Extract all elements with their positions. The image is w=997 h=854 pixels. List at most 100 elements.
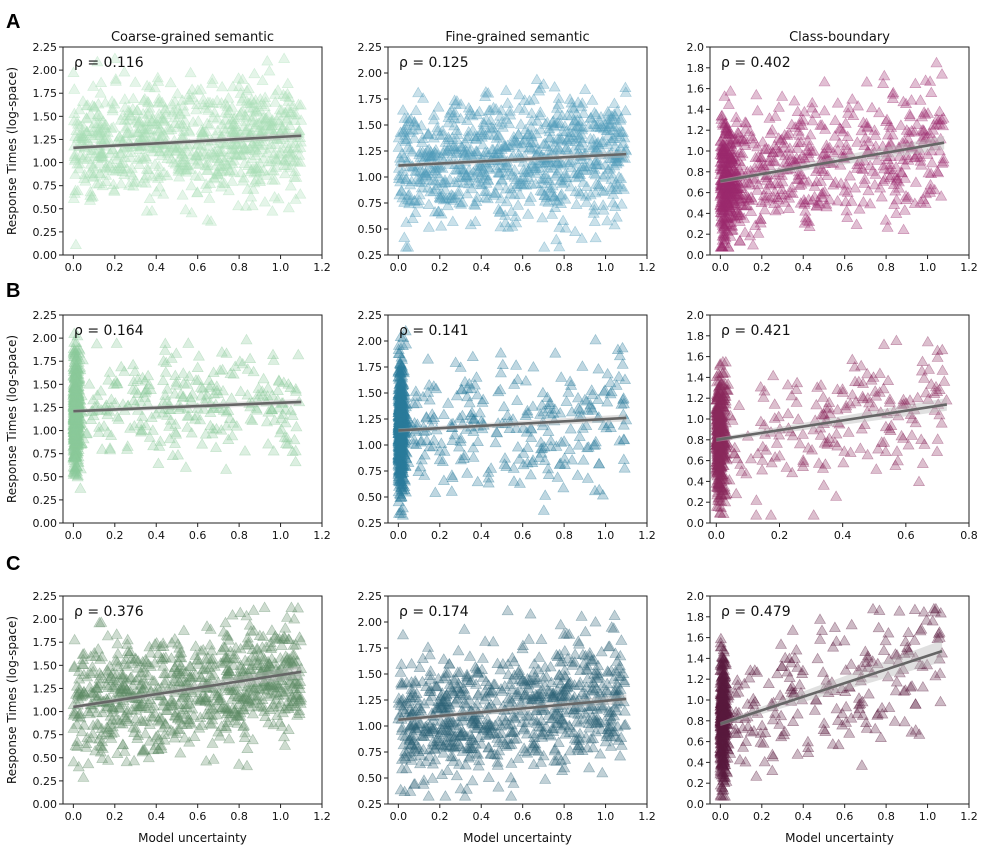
data-point — [150, 185, 163, 197]
data-point — [70, 443, 83, 454]
data-point — [157, 374, 170, 385]
data-point — [422, 129, 435, 140]
data-point — [127, 176, 140, 187]
data-point — [543, 396, 556, 407]
data-point — [289, 444, 302, 456]
data-point — [499, 216, 512, 228]
data-point — [504, 182, 517, 194]
x-axis: 0.0 0.2 0.4 0.6 0.8 1.0 1.2 — [65, 255, 331, 274]
data-point — [900, 124, 913, 135]
data-point — [206, 97, 219, 108]
data-point — [550, 143, 564, 154]
data-point — [559, 193, 572, 204]
data-point — [69, 467, 82, 478]
data-point — [249, 174, 262, 185]
data-point — [870, 463, 883, 474]
data-point — [169, 117, 182, 128]
data-point — [394, 416, 407, 428]
data-point — [721, 160, 734, 171]
data-point — [148, 118, 162, 129]
data-point — [724, 157, 737, 169]
data-point — [525, 129, 538, 140]
data-point — [87, 171, 100, 182]
data-point — [397, 331, 410, 342]
data-point — [395, 385, 408, 396]
data-point — [393, 418, 406, 429]
data-point — [68, 451, 81, 462]
data-point — [723, 184, 736, 195]
data-point — [216, 384, 230, 396]
data-point — [775, 169, 788, 180]
data-point — [392, 390, 405, 401]
data-point — [393, 433, 406, 445]
data-point — [768, 398, 781, 409]
data-point — [72, 410, 85, 421]
data-point — [262, 109, 275, 120]
data-point — [392, 389, 405, 400]
data-point — [143, 192, 156, 203]
data-point — [405, 175, 418, 186]
data-point — [395, 436, 408, 448]
data-point — [72, 397, 85, 408]
data-point — [228, 127, 241, 138]
data-point — [71, 413, 84, 425]
data-point — [70, 413, 83, 424]
data-point — [414, 460, 427, 472]
data-point — [200, 182, 213, 193]
data-point — [201, 150, 215, 162]
data-point — [252, 117, 265, 128]
data-point — [72, 380, 85, 391]
data-point — [194, 149, 207, 160]
data-point — [507, 134, 520, 146]
data-point — [445, 192, 458, 203]
data-point — [191, 186, 204, 197]
data-point — [720, 166, 733, 177]
data-point — [726, 195, 740, 206]
data-point — [278, 106, 291, 117]
data-point — [550, 194, 563, 206]
data-point — [161, 169, 174, 181]
data-point — [69, 396, 82, 407]
data-point — [734, 150, 747, 161]
data-point — [716, 139, 729, 150]
data-point — [68, 394, 81, 406]
data-point — [439, 176, 452, 188]
data-point — [250, 118, 263, 129]
data-point — [262, 155, 275, 167]
data-point — [884, 163, 897, 175]
data-point — [912, 475, 926, 486]
data-point — [873, 106, 886, 118]
y-axis: 0.000.250.500.751.001.251.501.752.002.25 — [33, 309, 63, 530]
data-point — [494, 383, 507, 395]
data-point — [614, 114, 627, 125]
data-point — [884, 139, 897, 150]
data-point — [433, 188, 447, 199]
data-point — [400, 133, 413, 144]
data-point — [94, 167, 107, 179]
data-point — [719, 193, 732, 204]
data-point — [177, 377, 190, 388]
data-point — [180, 145, 193, 156]
data-point — [218, 154, 231, 166]
data-point — [69, 451, 82, 462]
data-point — [208, 149, 221, 160]
data-point — [768, 186, 781, 197]
data-point — [715, 214, 728, 225]
data-point — [446, 131, 459, 143]
data-point — [68, 148, 82, 159]
y-tick-label: 1.50 — [33, 378, 58, 391]
data-point — [527, 93, 540, 104]
data-point — [214, 145, 227, 157]
data-point — [224, 367, 237, 378]
data-point — [617, 137, 630, 148]
data-point — [392, 475, 406, 486]
data-point — [68, 350, 81, 362]
data-point — [68, 408, 81, 420]
data-point — [457, 163, 470, 175]
data-point — [107, 178, 120, 189]
data-point — [573, 131, 586, 142]
data-point — [98, 119, 111, 131]
data-point — [67, 454, 81, 465]
data-point — [491, 426, 504, 438]
data-point — [756, 136, 769, 147]
